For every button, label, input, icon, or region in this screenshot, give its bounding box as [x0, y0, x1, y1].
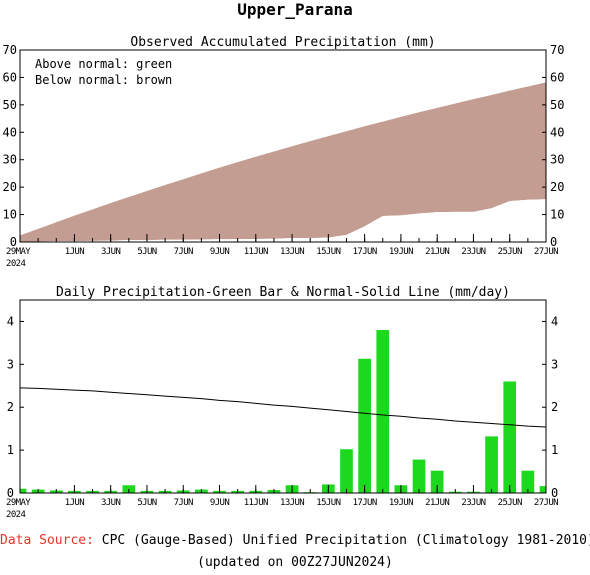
- top-y-tick-label-right: 70: [550, 43, 564, 57]
- legend-below-normal: Below normal: brown: [35, 73, 172, 87]
- bottom-x-tick-year: 2024: [6, 510, 25, 520]
- top-x-tick-label: 5JUN: [137, 247, 156, 257]
- bottom-x-tick-label: 21JUN: [425, 498, 449, 508]
- below-normal-area: [20, 82, 546, 242]
- daily-precip-bar: [376, 330, 390, 493]
- bottom-y-tick-label-right: 2: [551, 400, 558, 414]
- bottom-y-tick-label-left: 3: [7, 357, 14, 371]
- top-y-tick-label-left: 40: [3, 125, 17, 139]
- top-x-tick-label: 7JUN: [174, 247, 193, 257]
- top-x-tick-label: 3JUN: [101, 247, 120, 257]
- top-y-tick-label-right: 20: [550, 180, 564, 194]
- chart-title: Upper_Parana: [237, 0, 353, 19]
- bottom-x-tick-label: 23JUN: [461, 498, 485, 508]
- top-x-tick-label: 27JUN: [534, 247, 558, 257]
- daily-precip-bar: [539, 486, 546, 493]
- top-y-tick-label-right: 30: [550, 153, 564, 167]
- bottom-y-tick-label-right: 1: [551, 443, 558, 457]
- bottom-x-tick-label: 25JUN: [498, 498, 522, 508]
- bottom-x-tick-label: 19JUN: [389, 498, 413, 508]
- bottom-x-tick-label: 15JUN: [316, 498, 340, 508]
- daily-precip-bar: [521, 470, 535, 493]
- top-plot-frame: [19, 49, 547, 243]
- precipitation-figure: Observed Accumulated Precipitation (mm) …: [3, 35, 565, 520]
- bottom-plot-frame: [19, 299, 547, 494]
- data-source-label: Data Source:: [0, 533, 94, 548]
- bottom-x-tick-label: 29MAY: [6, 498, 31, 508]
- bottom-x-tick-label: 27JUN: [534, 498, 558, 508]
- bottom-y-tick-label-left: 1: [7, 443, 14, 457]
- bottom-y-tick-label-right: 3: [551, 357, 558, 371]
- bottom-y-tick-label-left: 2: [7, 400, 14, 414]
- daily-precip-bar: [485, 436, 498, 493]
- data-source-text: CPC (Gauge-Based) Unified Precipitation …: [101, 533, 590, 548]
- bottom-x-tick-label: 17JUN: [353, 498, 377, 508]
- top-y-tick-label-right: 60: [550, 70, 564, 84]
- top-x-tick-year: 2024: [6, 259, 25, 269]
- bottom-chart-title: Daily Precipitation-Green Bar & Normal-S…: [56, 285, 510, 300]
- top-y-tick-label-right: 40: [550, 125, 564, 139]
- top-chart-title: Observed Accumulated Precipitation (mm): [130, 35, 435, 50]
- top-x-tick-label: 23JUN: [461, 247, 485, 257]
- bottom-x-tick-label: 3JUN: [101, 498, 120, 508]
- daily-precip-bar: [358, 358, 371, 493]
- daily-precip-bar: [340, 449, 353, 493]
- top-x-tick-label: 19JUN: [389, 247, 413, 257]
- top-x-tick-label: 17JUN: [353, 247, 377, 257]
- top-x-tick-label: 15JUN: [316, 247, 340, 257]
- top-y-tick-label-left: 50: [3, 98, 17, 112]
- bottom-y-tick-label-left: 0: [7, 486, 14, 500]
- bottom-y-tick-label-right: 4: [551, 314, 558, 328]
- top-y-tick-label-left: 20: [3, 180, 17, 194]
- top-y-tick-label-left: 10: [3, 208, 17, 222]
- daily-precip-bar: [503, 381, 517, 493]
- top-x-tick-label: 13JUN: [280, 247, 304, 257]
- top-y-tick-label-left: 70: [3, 43, 17, 57]
- bottom-y-tick-label-right: 0: [551, 486, 558, 500]
- data-source-line: Data Source: CPC (Gauge-Based) Unified P…: [0, 533, 590, 548]
- top-y-tick-label-right: 50: [550, 98, 564, 112]
- top-x-tick-label: 29MAY: [6, 247, 31, 257]
- legend-above-normal: Above normal: green: [35, 57, 172, 71]
- bottom-x-tick-label: 9JUN: [210, 498, 229, 508]
- top-x-tick-label: 9JUN: [210, 247, 229, 257]
- top-x-tick-label: 1JUN: [65, 247, 84, 257]
- bottom-x-tick-label: 11JUN: [244, 498, 268, 508]
- top-y-tick-label-left: 30: [3, 153, 17, 167]
- top-y-tick-label-left: 60: [3, 70, 17, 84]
- bottom-y-tick-label-left: 4: [7, 314, 14, 328]
- bottom-x-tick-label: 5JUN: [137, 498, 156, 508]
- top-x-tick-label: 25JUN: [498, 247, 522, 257]
- top-x-tick-label: 21JUN: [425, 247, 449, 257]
- normal-line: [19, 387, 547, 428]
- daily-precip-bar: [20, 488, 27, 493]
- observed-accumulated-area: [20, 199, 546, 242]
- daily-precip-bar: [412, 459, 426, 493]
- daily-precip-bar: [430, 470, 444, 493]
- bottom-x-tick-label: 7JUN: [174, 498, 193, 508]
- top-y-tick-label-right: 0: [550, 235, 557, 249]
- bottom-x-tick-label: 13JUN: [280, 498, 304, 508]
- updated-line: (updated on 00Z27JUN2024): [197, 555, 393, 570]
- bottom-x-tick-label: 1JUN: [65, 498, 84, 508]
- top-y-tick-label-right: 10: [550, 208, 564, 222]
- top-y-tick-label-left: 0: [10, 235, 17, 249]
- top-x-tick-label: 11JUN: [244, 247, 268, 257]
